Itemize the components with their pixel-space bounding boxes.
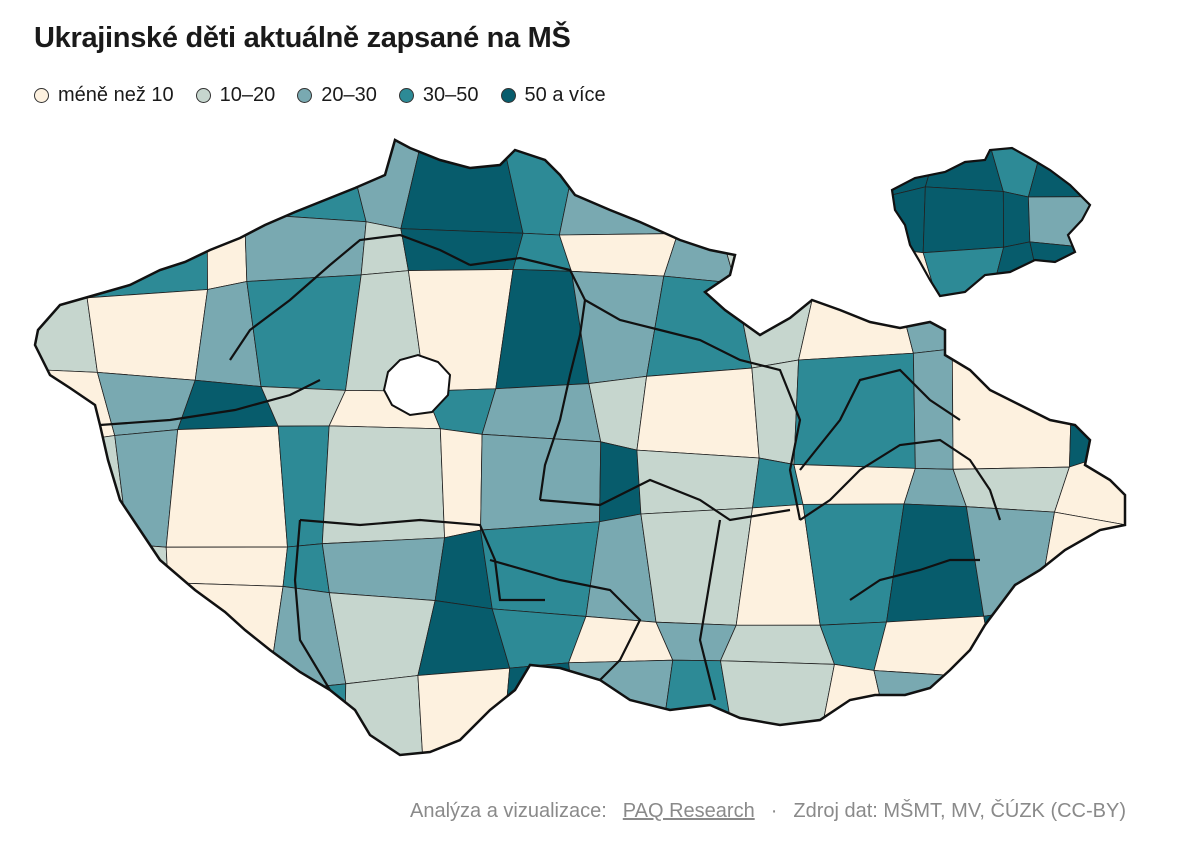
district-area <box>1028 681 1125 755</box>
district-area <box>558 233 679 277</box>
district-area <box>343 675 424 755</box>
district-area <box>1068 346 1125 468</box>
district-area <box>35 581 130 704</box>
district-area <box>167 582 284 699</box>
footer-separator: · <box>770 800 778 822</box>
district-area <box>951 347 1074 470</box>
district-area <box>480 521 600 617</box>
district-area <box>89 140 208 206</box>
district-area <box>793 464 916 505</box>
district-area <box>165 425 288 548</box>
district-area <box>35 681 118 755</box>
district-area <box>951 306 1074 350</box>
district-area <box>813 213 900 300</box>
district-area <box>558 140 679 236</box>
district-area <box>972 677 1052 755</box>
prague-district-area <box>892 186 926 254</box>
district-area <box>983 608 1039 688</box>
legend-item: 30–50 <box>398 84 479 107</box>
district-area <box>186 140 267 215</box>
district-area <box>35 197 91 299</box>
district-area <box>35 435 129 545</box>
district-area <box>646 275 753 377</box>
district-area <box>873 615 995 679</box>
district-area <box>35 140 110 214</box>
district-area <box>321 425 445 545</box>
map-title: Ukrajinské děti aktuálně zapsané na MŠ <box>34 22 571 54</box>
district-area <box>636 367 760 459</box>
district-area <box>719 140 832 230</box>
legend-swatch-icon <box>34 88 49 103</box>
prague-district-area <box>1027 196 1090 249</box>
legend-item: 20–30 <box>297 84 377 107</box>
legend-swatch-icon <box>195 88 211 103</box>
district-area <box>1029 603 1125 688</box>
prague-district-area <box>1027 148 1090 198</box>
district-area <box>35 525 130 605</box>
district-area <box>417 667 511 755</box>
district-area <box>265 683 347 755</box>
prague-inset <box>890 146 1092 298</box>
paq-research-link[interactable]: PAQ Research <box>622 800 755 822</box>
district-area <box>400 140 524 234</box>
footer-source: Zdroj dat: MŠMT, MV, ČÚZK (CC-BY) <box>793 800 1126 822</box>
district-area <box>719 624 836 665</box>
district-area <box>912 348 954 470</box>
district-area <box>246 274 362 391</box>
footer-credit-prefix: Analýza a vizualizace: <box>410 800 607 822</box>
district-area <box>500 662 581 755</box>
district-area <box>181 691 269 755</box>
district-area <box>400 228 524 272</box>
legend-label: 10–20 <box>219 84 276 106</box>
district-area <box>640 507 753 626</box>
district-area <box>658 140 738 234</box>
district-area <box>108 697 188 755</box>
district-area <box>86 197 208 299</box>
legend-item: 50 a více <box>500 84 606 107</box>
district-area <box>86 289 209 381</box>
district-area <box>480 433 602 531</box>
legend-label: 50 a více <box>524 84 606 106</box>
legend-label: méně než 10 <box>58 84 174 106</box>
district-area <box>599 441 642 523</box>
legend-swatch-icon <box>398 88 414 103</box>
region-borders <box>99 233 1002 701</box>
district-area <box>719 221 832 292</box>
district-area <box>127 543 169 584</box>
legend-swatch-icon <box>500 88 516 103</box>
district-area <box>282 543 330 594</box>
legend: méně než 10 10–20 20–30 30–50 50 a více <box>34 84 606 107</box>
district-area <box>321 537 446 601</box>
prague-district-area <box>922 186 1005 254</box>
legend-swatch-icon <box>297 88 313 103</box>
prague-district-area <box>1002 191 1031 248</box>
district-area <box>815 140 895 223</box>
district-area <box>244 213 367 282</box>
district-area <box>481 383 602 443</box>
prague-district-area <box>1029 241 1090 296</box>
district-area <box>116 581 183 703</box>
district-area <box>277 425 330 548</box>
district-area <box>952 466 1070 513</box>
prague-hole <box>382 353 452 417</box>
legend-item: 10–20 <box>195 84 276 107</box>
district-area <box>719 660 835 755</box>
district-area <box>751 359 800 465</box>
footer: Analýza a vizualizace: PAQ Research · Zd… <box>410 800 1126 823</box>
district-area <box>1062 290 1125 370</box>
legend-item: méně než 10 <box>34 84 174 107</box>
legend-label: 30–50 <box>422 84 479 106</box>
legend-label: 20–30 <box>321 84 377 106</box>
